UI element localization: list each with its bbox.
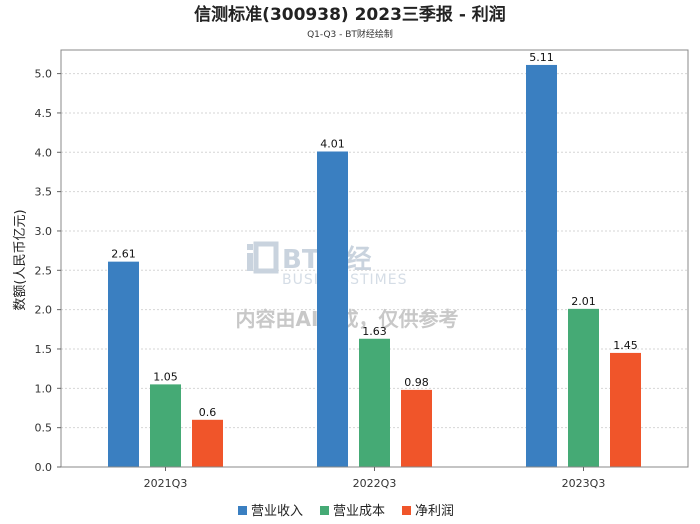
x-tick-label: 2022Q3: [353, 477, 397, 490]
data-label: 0.6: [199, 406, 217, 419]
legend-swatch: [402, 506, 411, 515]
y-tick-label: 4.0: [35, 146, 53, 159]
data-label: 2.01: [571, 295, 596, 308]
legend: 营业收入 营业成本 净利润: [238, 504, 454, 519]
data-label: 2.61: [111, 248, 136, 261]
y-tick-label: 2.0: [35, 304, 53, 317]
y-tick-label: 5.0: [35, 68, 53, 81]
data-label: 5.11: [529, 51, 554, 64]
y-tick-label: 2.5: [35, 264, 53, 277]
y-tick-label: 0.0: [35, 461, 53, 474]
bar: [317, 151, 348, 468]
bar: [401, 389, 432, 467]
x-tick-label: 2023Q3: [562, 477, 606, 490]
chart-title: 信测标准(300938) 2023三季报 - 利润: [194, 4, 506, 25]
y-tick-label: 3.0: [35, 225, 53, 238]
bar: [150, 384, 181, 467]
data-label: 1.63: [362, 325, 387, 338]
legend-label: 净利润: [415, 504, 454, 519]
bar: [568, 308, 599, 467]
y-tick-labels: 0.0 0.5 1.0 1.5 2.0 2.5 3.0 3.5 4.0 4.5 5.0: [35, 68, 61, 474]
data-label: 0.98: [404, 376, 429, 389]
y-tick-label: 1.0: [35, 382, 53, 395]
data-label: 1.45: [613, 339, 638, 352]
bar: [359, 338, 390, 467]
chart-subtitle: Q1-Q3 - BT财经绘制: [307, 28, 393, 40]
bars: 2.61 1.05 0.6 4.01 1.63 0.98 5.11 2.01 1.45: [108, 51, 641, 468]
bar: [192, 419, 223, 467]
watermark-logo-icon: [247, 241, 279, 274]
bar: [526, 64, 557, 467]
data-label: 1.05: [153, 370, 178, 383]
y-tick-label: 3.5: [35, 186, 53, 199]
legend-label: 营业成本: [333, 504, 385, 519]
legend-swatch: [238, 506, 247, 515]
y-axis-label: 数额(人民币亿元): [13, 209, 28, 310]
y-tick-label: 4.5: [35, 107, 53, 120]
x-tick-label: 2021Q3: [144, 477, 188, 490]
legend-label: 营业收入: [251, 504, 303, 519]
y-tick-label: 0.5: [35, 422, 53, 435]
bar: [610, 352, 641, 467]
bar: [108, 261, 139, 467]
data-label: 4.01: [320, 137, 345, 150]
x-tick-labels: 2021Q3 2022Q3 2023Q3: [144, 467, 606, 490]
legend-swatch: [320, 506, 329, 515]
y-tick-label: 1.5: [35, 343, 53, 356]
